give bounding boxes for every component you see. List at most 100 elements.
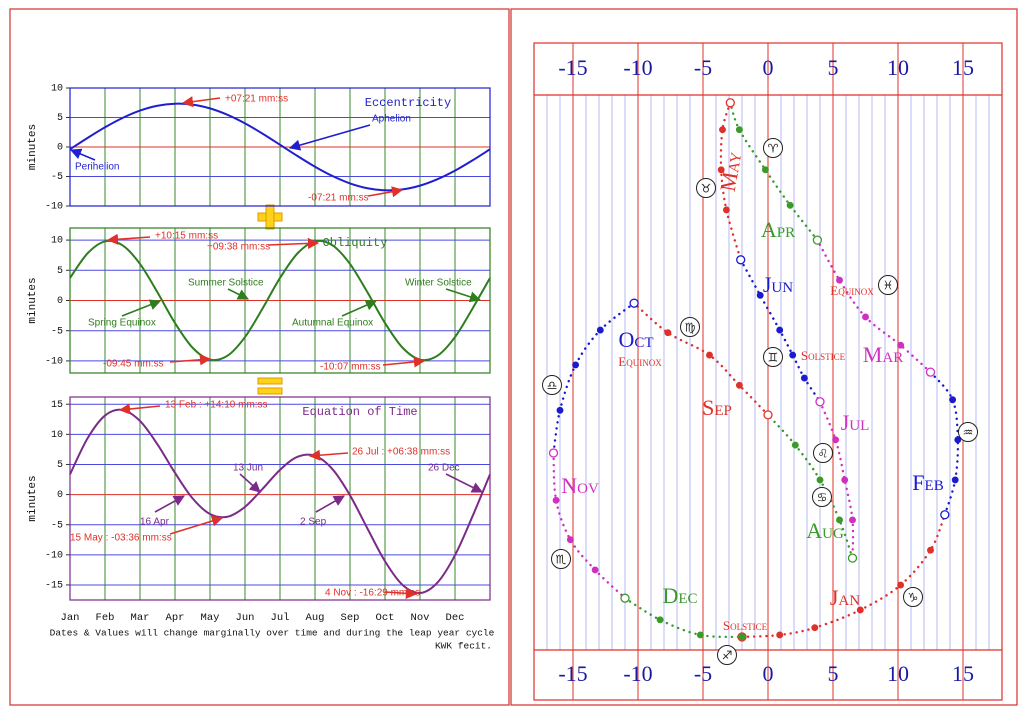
point (738, 633, 746, 641)
series-path (552, 301, 636, 455)
point (572, 361, 580, 369)
month-start-marker (940, 510, 950, 520)
x-tick-label: May (201, 612, 220, 624)
annotation-arrow (384, 587, 418, 599)
y-tick-label: -10 (45, 357, 63, 368)
y-tick-label: -5 (51, 520, 63, 531)
x-tick-label: Aug (306, 612, 325, 624)
zodiac-badge (717, 645, 737, 665)
annotation-arrow (106, 233, 151, 245)
credit: KWK fecit. (435, 641, 492, 652)
right-frame (510, 8, 1018, 706)
month-label: Nov (561, 473, 599, 498)
x-tick-label-bottom: 0 (763, 661, 774, 686)
point (664, 329, 672, 337)
y-tick-label: 5 (57, 266, 63, 277)
series-path (729, 101, 819, 242)
point (591, 566, 599, 574)
series-line (69, 408, 491, 594)
month-start-marker (725, 98, 735, 108)
annotation-arrow (181, 96, 221, 108)
point (776, 326, 784, 334)
point (706, 351, 713, 359)
x-tick-label-top: 15 (952, 55, 974, 80)
point (862, 313, 869, 321)
month-start-marker (925, 367, 936, 377)
month-label: Aug (806, 518, 844, 543)
point (719, 126, 726, 134)
annotation-arrow (382, 356, 426, 368)
chart-title: Eccentricity (365, 96, 451, 110)
point (776, 631, 784, 639)
analemma-chart: -15 -15 -10 -10 -5 -5 0 0 5 5 10 10 15 15 Jan Feb Mar Apr… (533, 42, 1003, 701)
point (717, 166, 725, 174)
plot-frame (69, 87, 491, 207)
zodiac-badge (903, 587, 923, 607)
annotation: Equinox (618, 354, 662, 369)
annotation: -09:45 mm:ss (103, 359, 164, 370)
line-chart: -10 -5 0 5 10 Eccentricity minutes +07:21 mm:ss… (27, 84, 491, 213)
y-tick-label: -10 (45, 202, 63, 213)
zodiac-sign: ♐ (722, 649, 733, 663)
annotation-arrow (288, 124, 371, 151)
annotation-arrow (445, 288, 482, 303)
annotation: 15 May : -03:36 mm:ss (70, 533, 172, 544)
annotation-arrow (239, 473, 261, 493)
month-start-marker (620, 593, 630, 603)
month-label: Dec (662, 583, 697, 608)
annotation: +10:15 mm:ss (155, 231, 218, 242)
y-tick-label: 15 (51, 400, 63, 411)
month-start-marker (847, 553, 858, 563)
y-tick-label: -10 (45, 550, 63, 561)
series-path (739, 258, 822, 403)
chart-title: Obliquity (323, 236, 388, 250)
annotation-arrow (445, 473, 484, 493)
x-tick-label-bottom: 15 (952, 661, 974, 686)
annotation-arrow (118, 403, 161, 415)
y-axis-label: minutes (27, 475, 39, 521)
annotation: Spring Equinox (88, 318, 156, 329)
plot-frame (533, 42, 1003, 701)
series-path (623, 596, 744, 639)
x-tick-label-top: -15 (558, 55, 587, 80)
zodiac-badge (551, 549, 571, 569)
annotation: Solstice (723, 618, 768, 633)
series-path (929, 370, 960, 516)
point (735, 126, 743, 134)
annotation: 2 Sep (300, 517, 327, 528)
annotation: +09:38 mm:ss (207, 242, 270, 253)
plot-frame (69, 227, 491, 374)
annotation: Solstice (801, 348, 846, 363)
annotation: 26 Jul : +06:38 mm:ss (352, 447, 450, 458)
line-chart: -10 -5 0 5 10 Obliquity minutes +10:15 mm:ss+09… (27, 227, 491, 374)
y-axis-label: minutes (27, 124, 39, 170)
plus-sign (257, 204, 283, 230)
point (897, 581, 905, 589)
annotation: -10:07 mm:ss (320, 362, 381, 373)
x-tick-label: Apr (166, 612, 185, 624)
series-line (69, 102, 491, 192)
x-tick-label: Sep (341, 612, 360, 624)
point (556, 406, 564, 414)
annotation-arrow (341, 299, 378, 317)
y-axis-label: minutes (27, 277, 39, 323)
month-label: Feb (912, 470, 943, 495)
x-tick-label-top: 0 (763, 55, 774, 80)
zodiac-badge (813, 443, 833, 463)
zodiac-sign: ♋ (817, 491, 828, 505)
month-label: Jul (841, 410, 870, 435)
annotation: Perihelion (75, 162, 119, 173)
point (954, 436, 962, 444)
plot-frame (69, 396, 491, 601)
annotation: Aphelion (372, 114, 411, 125)
point (761, 166, 769, 174)
x-tick-label: Feb (96, 612, 115, 624)
y-tick-label: -5 (51, 326, 63, 337)
line-chart: -15 -10 -5 0 5 10 15 Equation of Time minutes Jan… (27, 396, 491, 624)
y-tick-label: 10 (51, 84, 63, 95)
annotation: 4 Nov : -16:29 mm:ss (325, 588, 420, 599)
zodiac-sign: ♏ (556, 553, 567, 567)
annotation: +07:21 mm:ss (225, 94, 288, 105)
